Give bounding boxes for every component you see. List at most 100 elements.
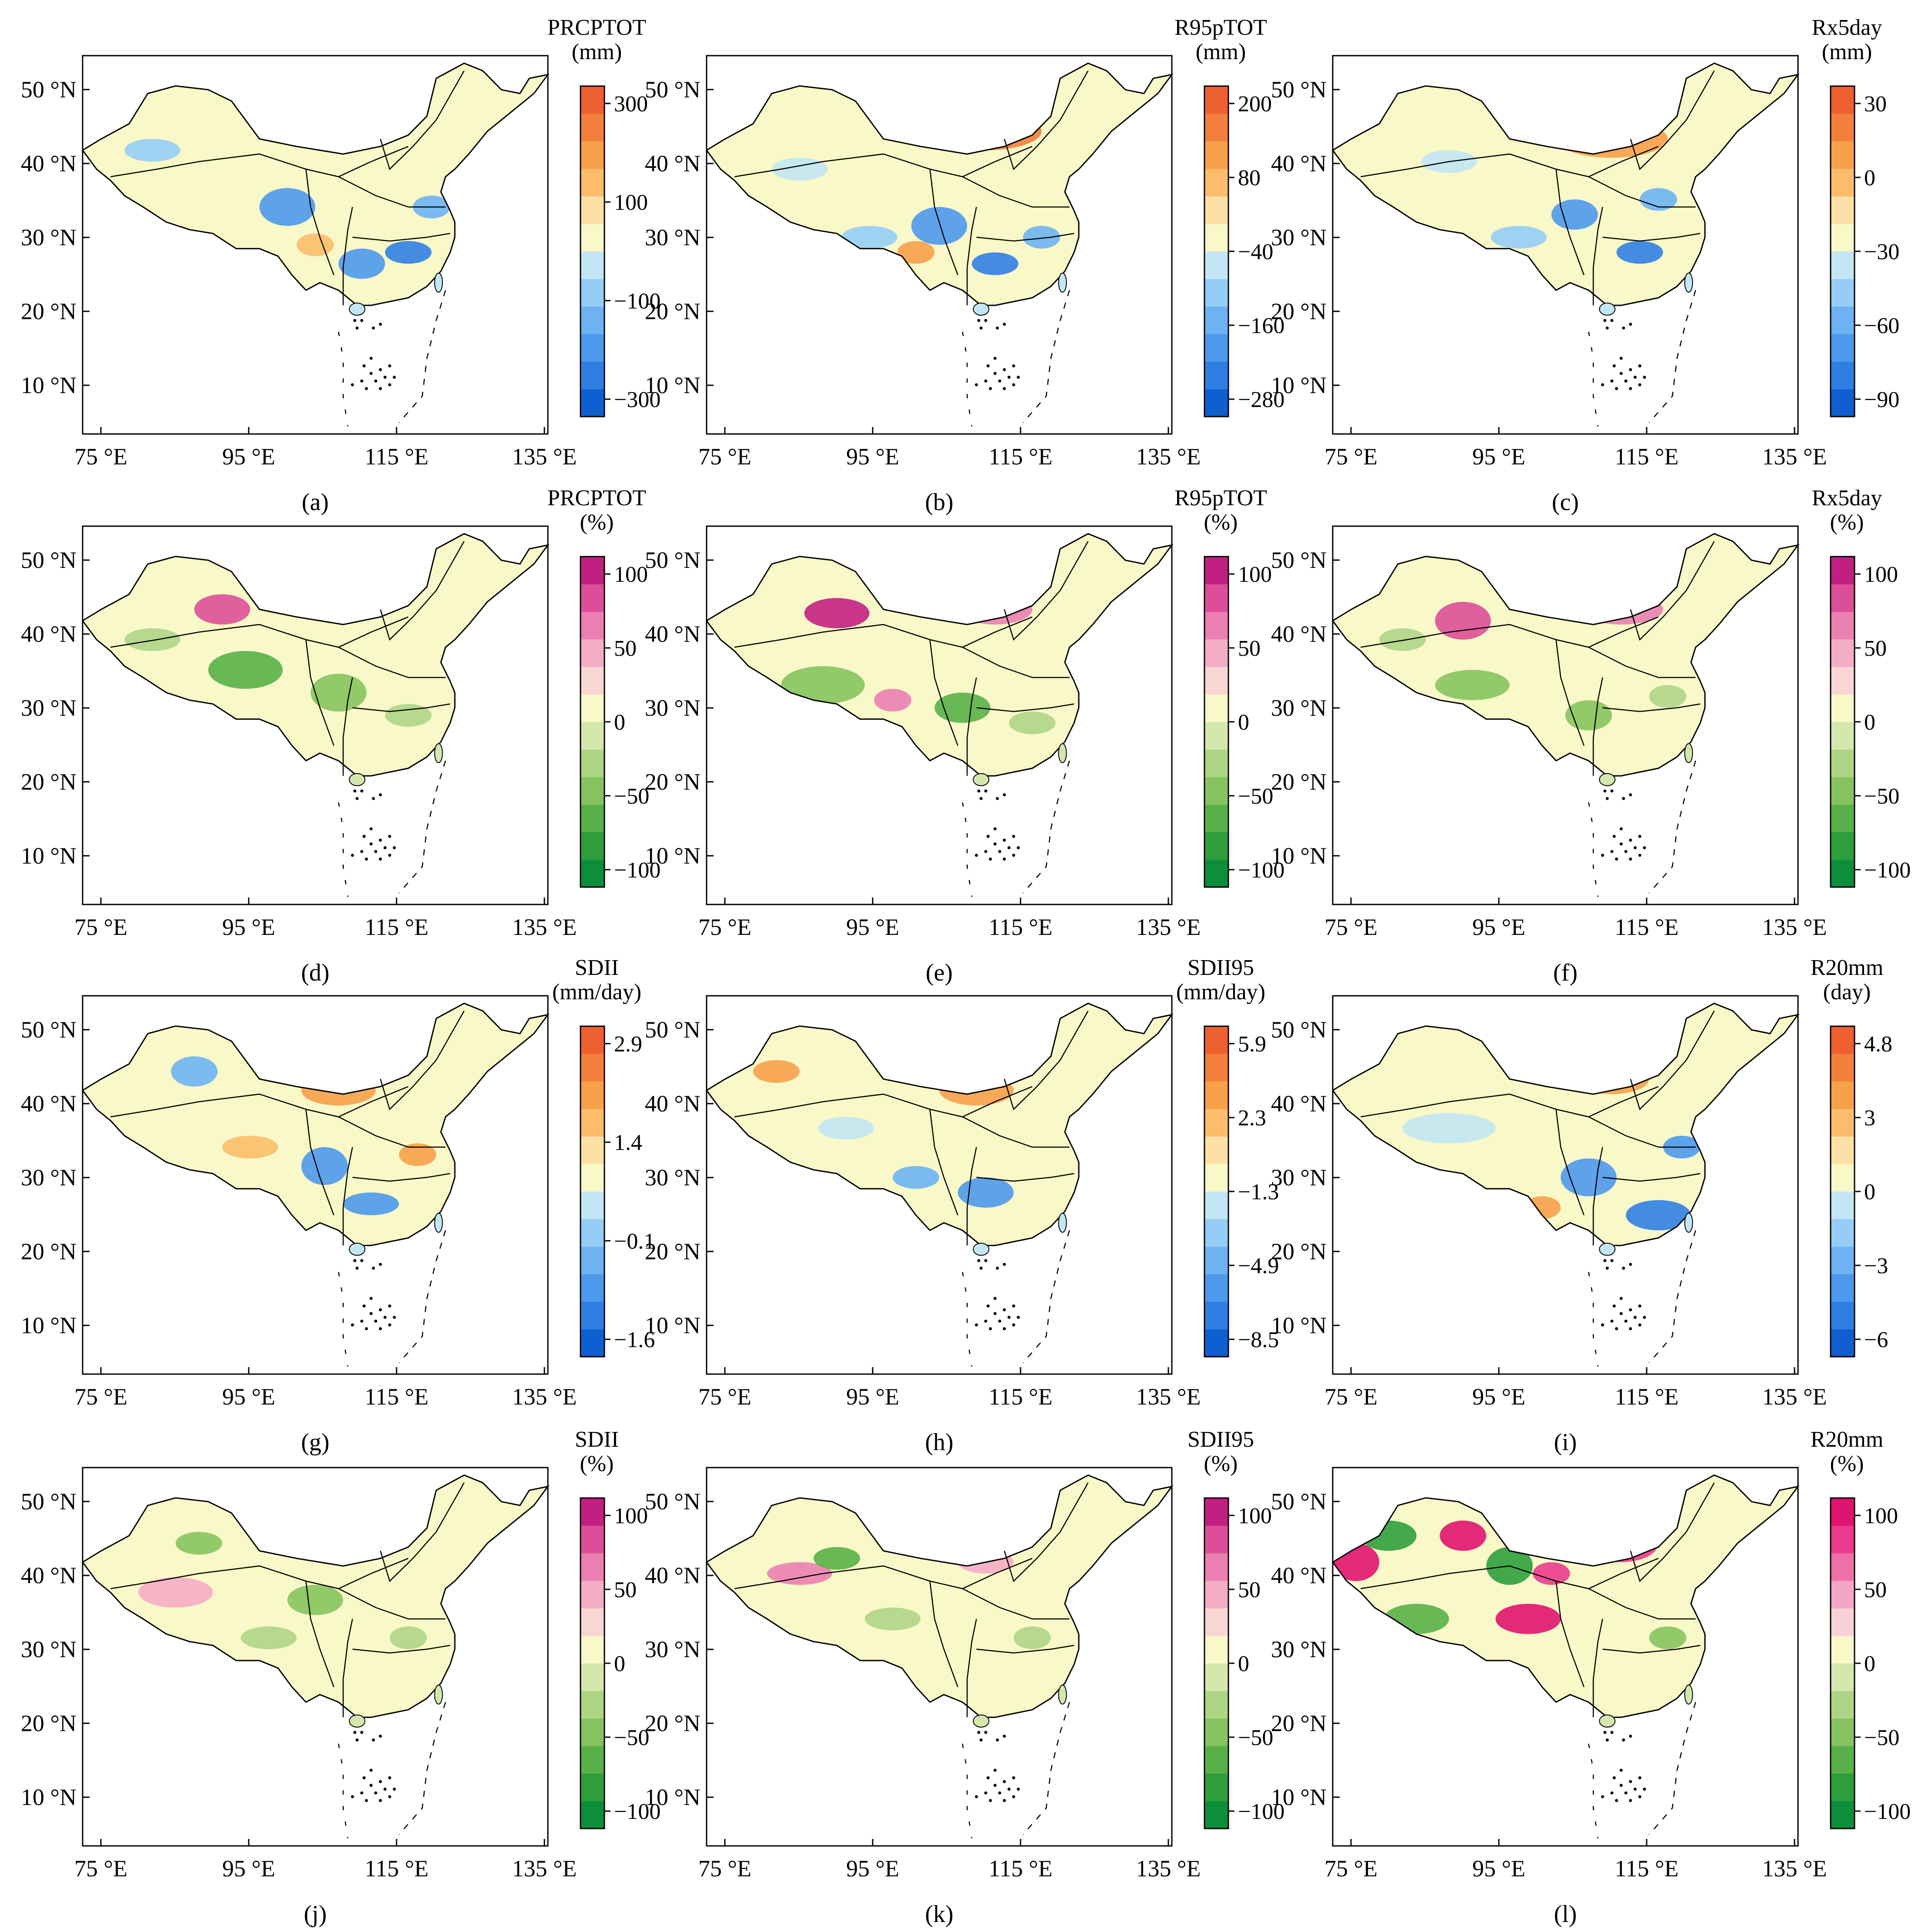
colorbar-segment <box>580 804 604 832</box>
x-tick-label: 135 °E <box>1762 914 1827 940</box>
anomaly-patch <box>1626 1200 1691 1231</box>
anomaly-patch <box>1009 711 1056 734</box>
colorbar-tick-label: −3 <box>1864 1254 1888 1278</box>
hainan <box>1599 1242 1616 1256</box>
colorbar-segment <box>1204 1691 1228 1719</box>
island-dot <box>374 1791 377 1795</box>
island-dot <box>360 1319 364 1323</box>
colorbar-segment <box>1831 1553 1855 1581</box>
region-boundary <box>962 647 1070 678</box>
island-dot <box>996 797 999 800</box>
anomaly-patch <box>124 628 180 651</box>
y-tick-label: 20 °N <box>645 769 700 795</box>
colorbar-tick-label: −90 <box>1864 387 1899 412</box>
island-dot <box>355 326 359 330</box>
island-dot <box>1629 793 1632 797</box>
island-dot <box>977 789 981 793</box>
colorbar-segment <box>580 141 604 169</box>
x-tick-label: 115 °E <box>364 444 428 470</box>
island-dot <box>989 1799 992 1802</box>
x-tick-label: 135 °E <box>1762 444 1827 470</box>
x-tick-label: 115 °E <box>1614 444 1678 470</box>
island-dot <box>388 1795 391 1799</box>
colorbar-segment <box>1204 832 1228 860</box>
y-tick-label: 30 °N <box>645 1636 700 1662</box>
colorbar-segment <box>1831 611 1855 640</box>
china-outline <box>705 533 1174 777</box>
island-dot <box>369 1784 373 1787</box>
colorbar-tick-label: −40 <box>1238 240 1273 264</box>
region-boundary <box>1360 146 1659 177</box>
island-dot <box>369 1768 373 1772</box>
colorbar-segment <box>580 1498 604 1526</box>
region-boundary <box>734 616 1033 648</box>
x-tick-label: 75 °E <box>1324 1384 1378 1410</box>
anomaly-patch <box>1640 188 1677 211</box>
island-dot <box>984 1259 987 1262</box>
colorbar-tick-label: 80 <box>1238 166 1261 190</box>
colorbar-segment <box>1204 1498 1228 1526</box>
y-tick-label: 30 °N <box>645 224 700 250</box>
island-dot <box>1012 1795 1015 1799</box>
island-dot <box>993 827 997 831</box>
island-dot <box>1624 1791 1628 1795</box>
island-dot <box>1017 376 1020 379</box>
y-tick-label: 10 °N <box>645 372 700 398</box>
anomaly-field <box>138 1532 427 1649</box>
colorbar-segment <box>1204 722 1228 750</box>
colorbar-segment <box>1831 1801 1855 1829</box>
island-dot <box>365 858 368 861</box>
colorbar-tick-label: 30 <box>1864 92 1887 117</box>
region-boundary <box>380 541 465 641</box>
island-dot <box>374 1319 377 1323</box>
island-dot <box>379 838 382 842</box>
island-dot <box>984 1319 987 1323</box>
taiwan <box>1684 1685 1693 1705</box>
hainan <box>349 302 366 316</box>
colorbar-segment <box>580 1301 604 1330</box>
colorbar-tick-label: 0 <box>614 710 625 735</box>
island-dot <box>1610 319 1614 322</box>
island-dot <box>996 1738 999 1742</box>
region-boundary <box>1588 647 1696 678</box>
island-dot <box>986 364 990 367</box>
colorbar-tick-label: −280 <box>1238 387 1284 412</box>
region-boundary <box>1004 541 1089 641</box>
island-dot <box>1003 838 1006 842</box>
colorbar-title: R20mm <box>1811 955 1884 980</box>
taiwan <box>1058 1213 1067 1233</box>
hainan <box>1599 1714 1616 1728</box>
island-dot <box>1629 1308 1632 1311</box>
island-dot <box>975 854 978 857</box>
island-dot <box>374 379 377 383</box>
island-dot <box>369 1297 373 1300</box>
island-dot <box>388 364 391 367</box>
colorbar-segment <box>1831 141 1855 169</box>
colorbar-title: R95pTOT <box>1174 15 1267 40</box>
y-tick-label: 10 °N <box>21 843 77 869</box>
colorbar-segment <box>1831 1525 1855 1554</box>
colorbar-segment <box>1204 639 1228 667</box>
island-dot <box>393 1316 396 1319</box>
island-dot <box>1622 1266 1625 1270</box>
nine-dash-line <box>1648 1702 1696 1835</box>
island-dot <box>1017 846 1020 849</box>
island-dot <box>1629 858 1632 861</box>
y-tick-label: 40 °N <box>645 1562 700 1588</box>
region-boundary <box>1630 1011 1715 1111</box>
region-boundary <box>962 176 1070 208</box>
colorbar-tick-label: −30 <box>1864 240 1899 264</box>
island-dot <box>1629 1735 1632 1738</box>
china-outline <box>1331 62 1800 306</box>
island-dot <box>388 1304 391 1308</box>
hainan <box>1599 302 1616 316</box>
island-dot <box>369 842 373 846</box>
colorbar-segment <box>1204 557 1228 584</box>
anomaly-patch <box>124 139 180 162</box>
island-dot <box>989 1327 992 1331</box>
colorbar-title: PRCPTOT <box>547 15 646 40</box>
colorbar-title: SDII95 <box>1187 1427 1254 1452</box>
island-dot <box>1003 1735 1006 1738</box>
colorbar-segment <box>1831 224 1855 252</box>
x-tick-label: 95 °E <box>222 914 275 940</box>
